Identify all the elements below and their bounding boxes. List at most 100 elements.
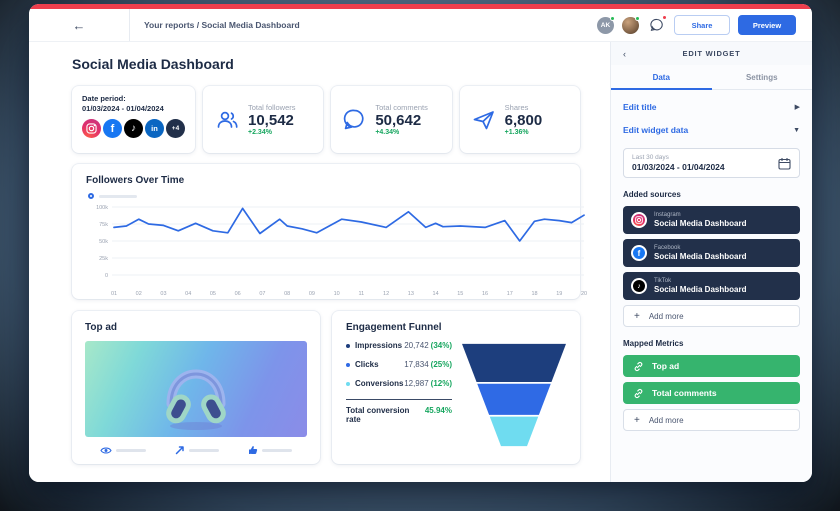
source-network: Instagram [654, 212, 681, 218]
chevron-down-icon: ▼ [793, 126, 800, 134]
date-field-value: 01/03/2024 - 01/04/2024 [632, 162, 725, 172]
connected-networks: f ♪ in +4 [82, 119, 185, 138]
comments-icon [344, 109, 364, 130]
dashboard-main: Social Media Dashboard Date period: 01/0… [29, 42, 610, 482]
placeholder-line [115, 448, 146, 452]
stat-card-comments: Total comments 50,642 +4.34% [331, 86, 452, 153]
funnel-title: Engagement Funnel [346, 322, 442, 333]
legend-placeholder-line [99, 194, 137, 198]
link-icon [634, 388, 643, 398]
more-networks-badge[interactable]: +4 [166, 119, 185, 138]
funnel-row-label: Conversions [355, 379, 404, 388]
instagram-icon [631, 212, 647, 228]
add-more-label: Add more [648, 415, 684, 425]
calendar-icon[interactable] [778, 157, 791, 170]
tab-settings[interactable]: Settings [745, 73, 778, 82]
edit-title-link[interactable]: Edit title [623, 102, 657, 112]
source-card-instagram[interactable]: Instagram Social Media Dashboard [623, 206, 800, 234]
svg-text:75k: 75k [99, 222, 108, 228]
source-name: Social Media Dashboard [654, 252, 747, 261]
date-period-card[interactable]: Date period: 01/03/2024 - 01/04/2024 f ♪… [72, 86, 195, 153]
funnel-total-row: Total conversion rate 45.94% [346, 399, 452, 424]
placeholder-line [188, 448, 219, 452]
followers-chart-card: Followers Over Time 100k 75k 50k 25k 0 01 02 03… [72, 164, 587, 299]
svg-text:17: 17 [507, 291, 513, 297]
engagement-funnel-card: Engagement Funnel Impressions 20,742 (34… [332, 311, 580, 464]
date-range-field[interactable]: Last 30 days 01/03/2024 - 01/04/2024 [623, 148, 800, 178]
preview-button[interactable]: Preview [738, 15, 796, 35]
source-network: TikTok [654, 278, 672, 284]
followers-icon [217, 111, 238, 128]
top-bar: ← Your reports / Social Media Dashboard … [29, 9, 812, 42]
top-red-bar [29, 4, 812, 9]
page-title: Social Media Dashboard [72, 56, 234, 72]
edit-title-row[interactable]: Edit title ▶ [623, 102, 800, 112]
add-source-button[interactable]: + Add more [623, 305, 800, 327]
svg-text:01: 01 [111, 291, 117, 297]
svg-text:19: 19 [556, 291, 562, 297]
svg-text:14: 14 [433, 291, 439, 297]
stat-delta: +2.34% [248, 129, 272, 137]
add-more-label: Add more [648, 311, 684, 321]
svg-text:50k: 50k [99, 239, 108, 245]
avatar-initials[interactable]: AK [597, 15, 615, 34]
funnel-row-pct: (34%) [430, 341, 452, 350]
panel-back-chevron-icon[interactable]: ‹ [623, 48, 626, 59]
avatar-photo[interactable] [622, 15, 640, 34]
stat-label: Total comments [375, 102, 428, 112]
metric-top-ad[interactable]: Top ad [623, 355, 800, 377]
top-ad-metrics [85, 445, 307, 455]
date-period-label: Date period: [82, 94, 126, 103]
legend-marker-icon [88, 193, 94, 199]
notification-dot [662, 14, 667, 20]
stat-value: 50,642 [375, 111, 422, 129]
tiktok-icon: ♪ [124, 119, 143, 138]
add-metric-button[interactable]: + Add more [623, 409, 800, 431]
funnel-row-dot [346, 362, 350, 367]
shares-icon [473, 110, 494, 129]
funnel-row-dot [346, 343, 350, 348]
source-card-facebook[interactable]: f Facebook Social Media Dashboard [623, 239, 800, 267]
svg-text:08: 08 [284, 291, 290, 297]
topbar-right: AK Share Preview [597, 14, 812, 35]
svg-text:04: 04 [185, 291, 191, 297]
funnel-total-label: Total conversion rate [346, 406, 410, 424]
facebook-icon: f [631, 245, 647, 261]
funnel-row-pct: (12%) [430, 379, 452, 388]
chat-bubble-icon [649, 18, 663, 32]
linkedin-icon: in [145, 119, 164, 138]
back-button[interactable]: ← [29, 9, 130, 41]
date-field-label: Last 30 days [632, 154, 669, 161]
instagram-icon [82, 119, 101, 138]
stat-label: Total followers [248, 102, 296, 112]
svg-text:07: 07 [259, 291, 265, 297]
panel-tabs: Data Settings [611, 65, 812, 90]
chat-button[interactable] [647, 14, 667, 35]
svg-text:15: 15 [457, 291, 463, 297]
panel-header: ‹ EDIT WIDGET [611, 42, 812, 65]
metric-total-comments[interactable]: Total comments [623, 382, 800, 404]
source-card-tiktok[interactable]: ♪ TikTok Social Media Dashboard [623, 272, 800, 300]
svg-text:03: 03 [160, 291, 166, 297]
top-ad-card: Top ad [72, 311, 320, 464]
tab-data[interactable]: Data [611, 65, 712, 90]
placeholder-line [262, 448, 293, 452]
facebook-icon: f [103, 119, 122, 138]
source-name: Social Media Dashboard [654, 285, 747, 294]
svg-text:25k: 25k [99, 256, 108, 262]
share-button[interactable]: Share [674, 15, 730, 35]
added-sources-label: Added sources [623, 190, 681, 199]
stat-delta: +1.36% [504, 129, 529, 137]
edit-widget-data-row[interactable]: Edit widget data ▼ [623, 125, 800, 135]
svg-text:10: 10 [334, 291, 340, 297]
app-window: ← Your reports / Social Media Dashboard … [29, 4, 812, 482]
views-metric [100, 446, 146, 455]
chart-title: Followers Over Time [86, 175, 185, 186]
metric-label: Total comments [652, 388, 717, 398]
funnel-row-conversions: Conversions 12,987 (12%) [346, 379, 452, 388]
shares-metric [175, 445, 219, 455]
edit-widget-data-link[interactable]: Edit widget data [623, 125, 689, 135]
svg-text:0: 0 [105, 273, 108, 279]
funnel-row-dot [346, 381, 350, 386]
stat-value: 6,800 [504, 111, 543, 129]
